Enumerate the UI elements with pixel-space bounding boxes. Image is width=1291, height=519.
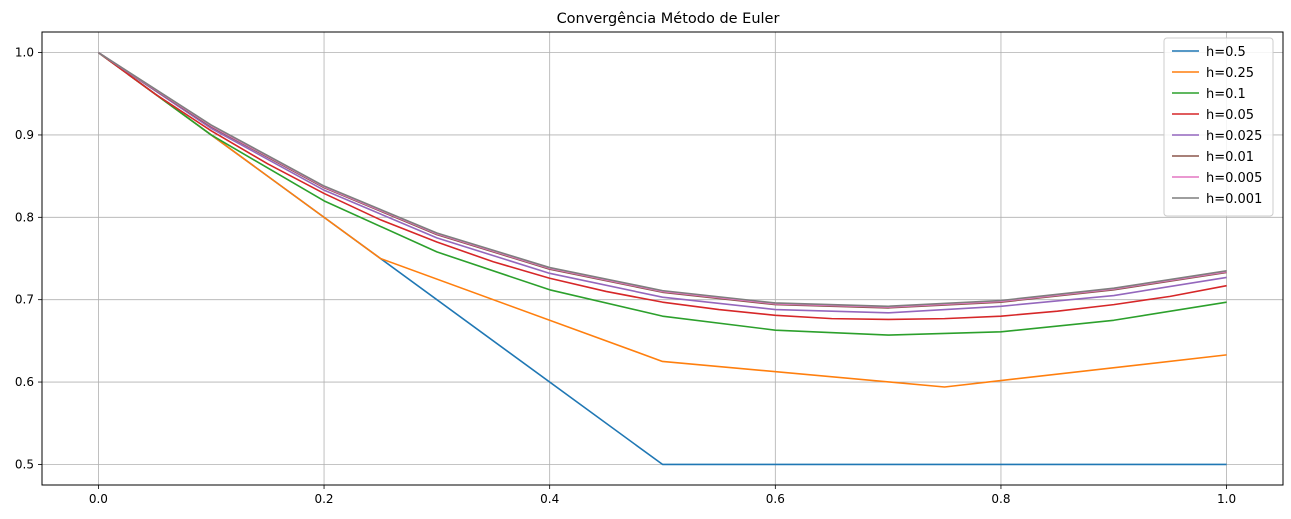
x-tick-label: 0.0 [89,492,108,506]
plot-frame [41,31,1284,486]
y-tick-label: 0.6 [15,375,34,389]
series-lines [97,51,1227,466]
legend-label: h=0.025 [1206,129,1262,144]
x-tick-label: 0.6 [766,492,785,506]
x-tick-label: 0.8 [991,492,1010,506]
legend-box [1163,37,1274,217]
series-line-h-0-001 [97,51,1227,308]
legend-label: h=0.25 [1206,66,1254,81]
legend: h=0.5 h=0.25 h=0.1 h=0.05 h=0.025 h=0.01 h=0.0… [1163,37,1274,217]
series-line-h-0-25 [97,51,1227,388]
x-tick-label: 1.0 [1217,492,1236,506]
grid [42,32,1283,485]
y-tick-label: 1.0 [15,46,34,60]
legend-label: h=0.1 [1206,87,1246,102]
series-line-h-0-05 [97,51,1227,321]
x-tick-label: 0.2 [314,492,333,506]
legend-label: h=0.001 [1206,192,1262,207]
chart-title: Convergência Método de Euler [557,11,780,27]
series-line-h-0-025 [97,51,1227,314]
y-tick-label: 0.9 [15,128,34,142]
series-line-h-0-01 [97,51,1227,309]
legend-label: h=0.005 [1206,171,1262,186]
series-line-h-0-5 [97,51,1227,466]
series-line-h-0-1 [97,51,1227,336]
legend-label: h=0.5 [1206,45,1246,60]
y-tick-label: 0.7 [15,293,34,307]
x-tick-label: 0.4 [540,492,559,506]
y-tick-label: 0.8 [15,210,34,224]
legend-label: h=0.05 [1206,108,1254,123]
axes: 0.0 0.2 0.4 0.6 0.8 1.0 0.5 0.6 0.7 0.8 0.9 1.0 [15,46,1236,506]
y-tick-label: 0.5 [15,457,34,471]
legend-label: h=0.01 [1206,150,1254,165]
series-line-h-0-005 [97,51,1227,308]
